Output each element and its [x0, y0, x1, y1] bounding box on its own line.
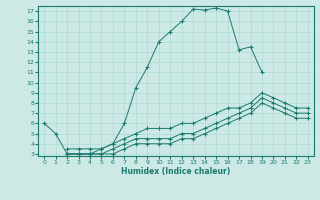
X-axis label: Humidex (Indice chaleur): Humidex (Indice chaleur) [121, 167, 231, 176]
